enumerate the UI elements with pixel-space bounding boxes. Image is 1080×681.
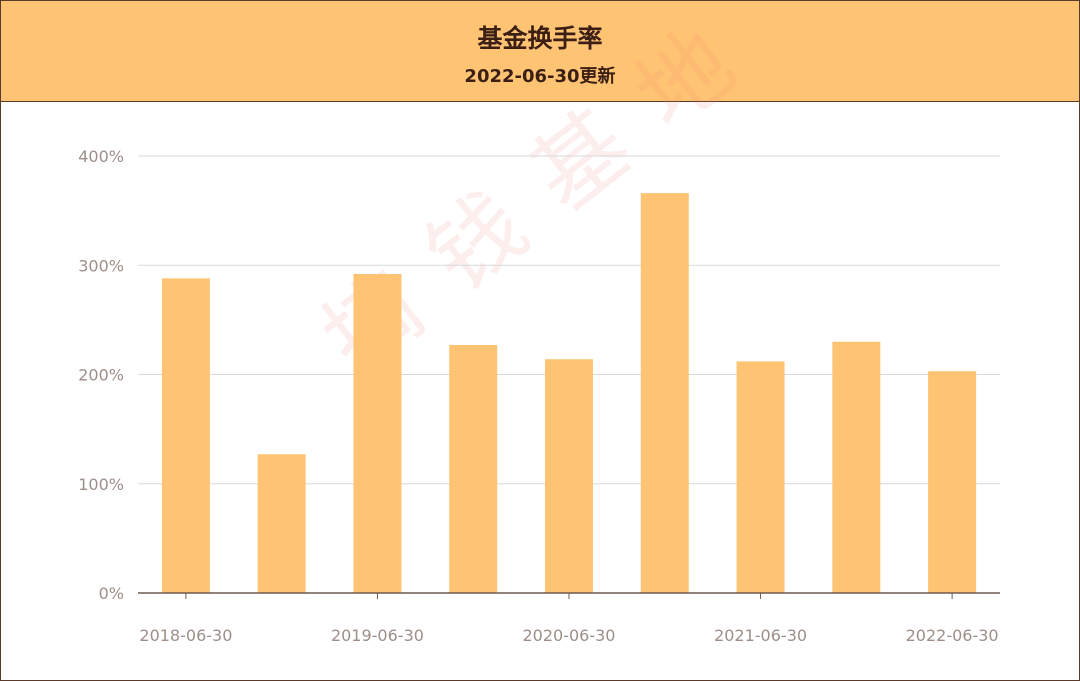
- x-tick-label: 2021-06-30: [714, 626, 807, 645]
- bar-chart: 0% 100% 200% 300% 400% 2018-06-30 2019-06-30 20…: [78, 147, 1000, 645]
- bar-2019-12-31: [449, 345, 498, 593]
- bar-2020-12-31: [640, 193, 689, 593]
- x-tick-label: 2020-06-30: [523, 626, 616, 645]
- bar-2018-06-30: [161, 278, 210, 593]
- bar-2018-12-31: [257, 454, 306, 593]
- y-tick-label: 300%: [78, 256, 124, 275]
- chart-header: 基金换手率 2022-06-30更新: [1, 1, 1079, 102]
- bar-layer: [161, 193, 977, 593]
- bar-2021-12-31: [832, 341, 881, 593]
- bar-2022-06-30: [928, 371, 977, 593]
- y-tick-label: 100%: [78, 475, 124, 494]
- axis-layer: [138, 592, 1000, 599]
- label-layer: 0% 100% 200% 300% 400% 2018-06-30 2019-06-30 20…: [78, 147, 998, 645]
- chart-title: 基金换手率: [477, 24, 603, 53]
- y-tick-label: 0%: [99, 584, 124, 603]
- y-tick-label: 200%: [78, 366, 124, 385]
- y-tick-label: 400%: [78, 147, 124, 166]
- bar-2019-06-30: [353, 273, 402, 593]
- chart-subtitle: 2022-06-30更新: [464, 66, 616, 87]
- bar-2021-06-30: [736, 361, 785, 593]
- bar-2020-06-30: [545, 359, 593, 593]
- x-tick-label: 2022-06-30: [906, 626, 999, 645]
- x-tick-label: 2019-06-30: [331, 626, 424, 645]
- x-tick-label: 2018-06-30: [139, 626, 232, 645]
